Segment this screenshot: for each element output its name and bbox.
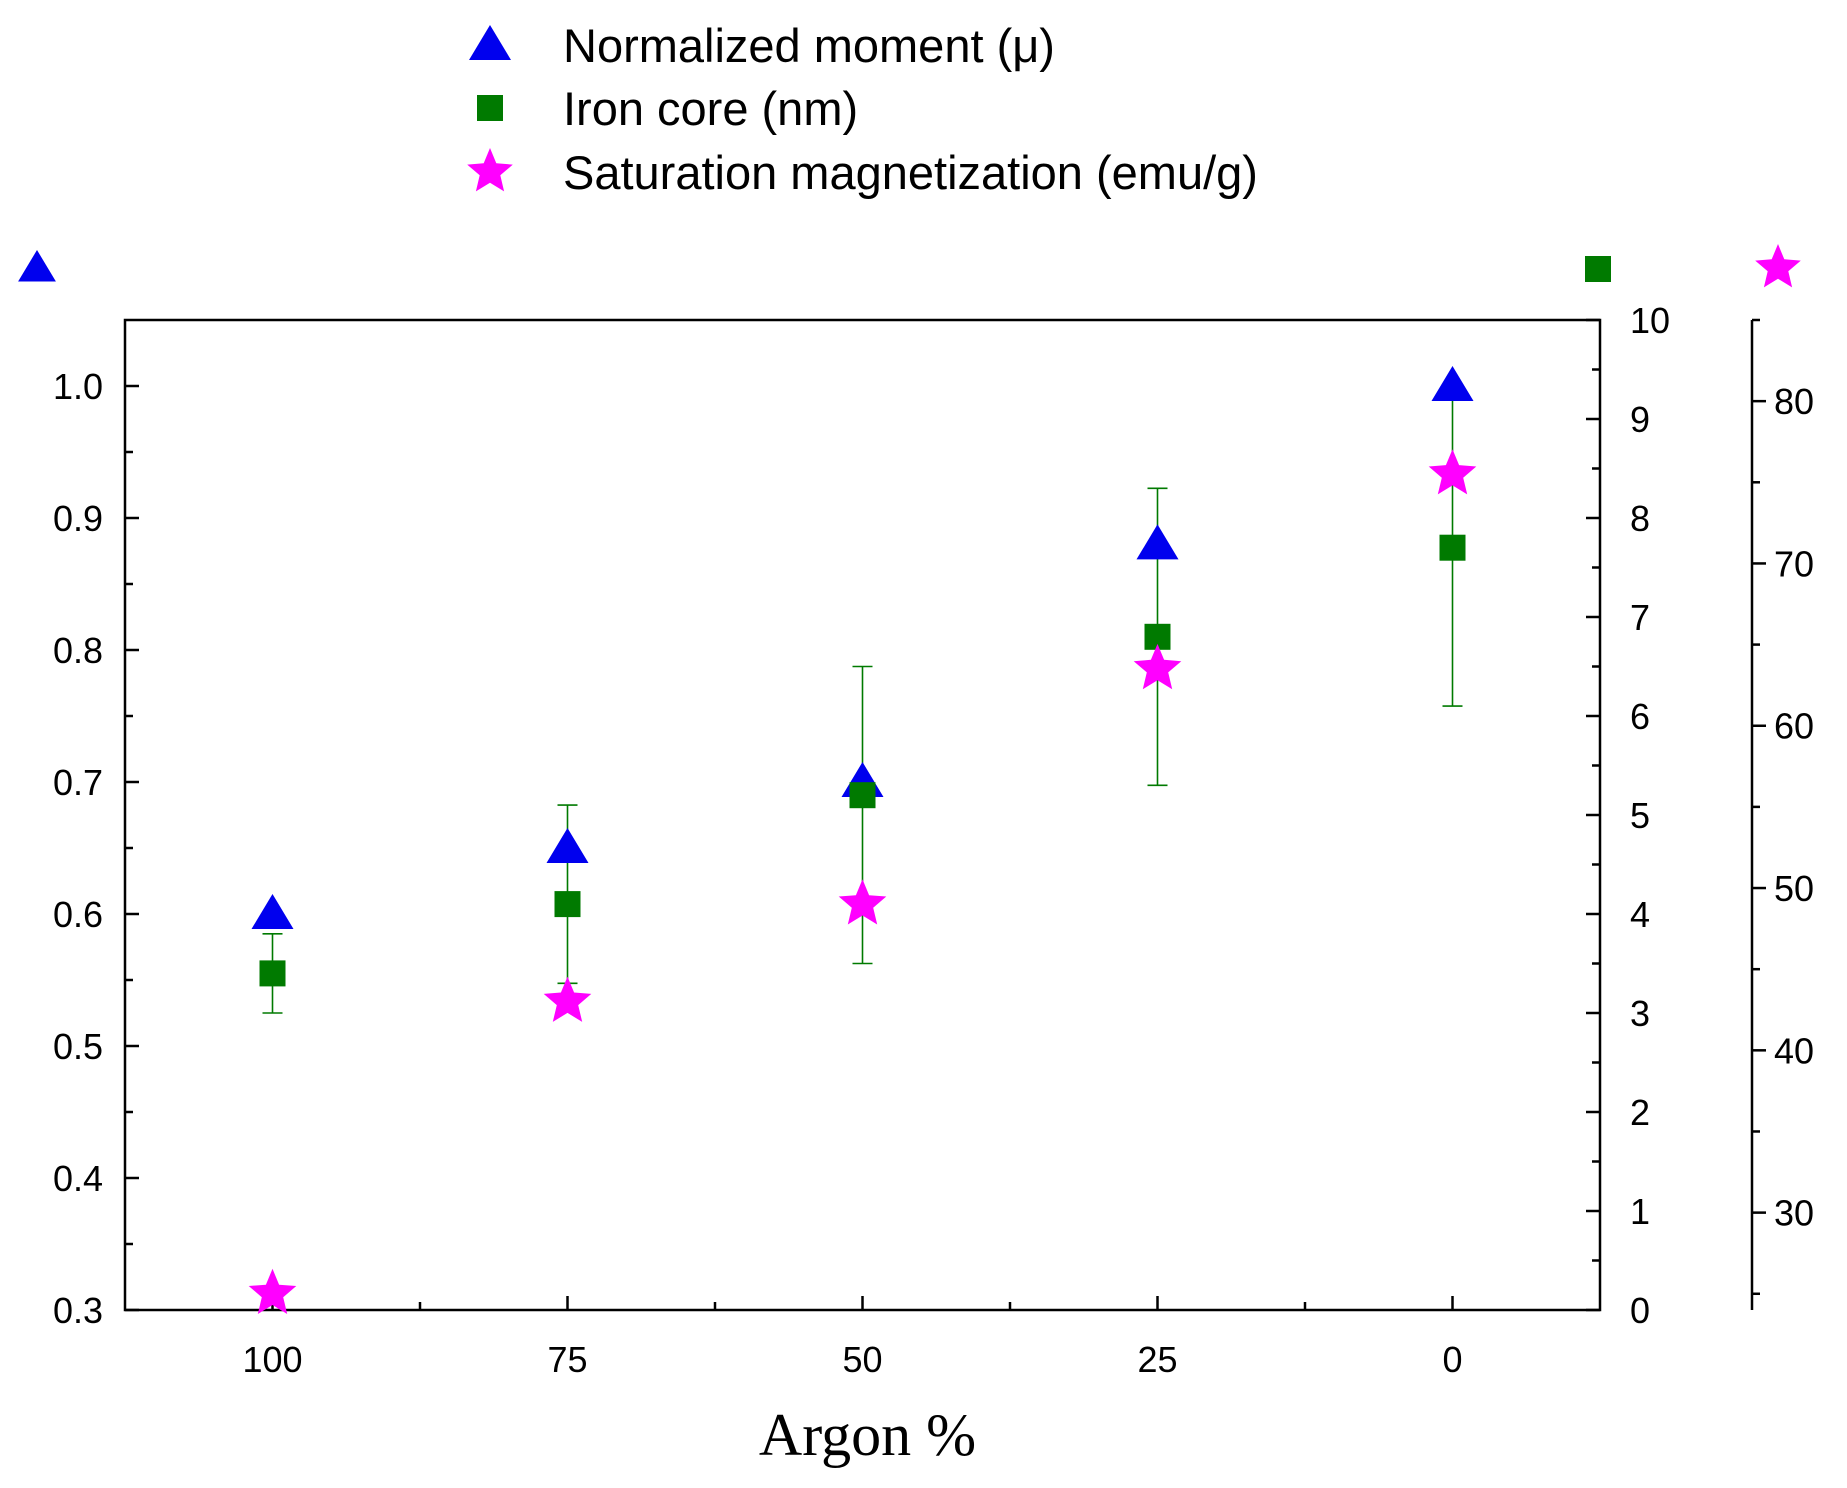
star-legend-icon [467, 148, 513, 192]
saturation-magnetization-point [1428, 449, 1477, 495]
saturation-magnetization-point [543, 976, 592, 1022]
saturation-magnetization-point [838, 879, 887, 925]
right-y-tick-label: 4 [1630, 894, 1650, 935]
left-y-tick-label: 0.6 [53, 894, 103, 935]
saturation-magnetization-point [1133, 643, 1182, 690]
x-tick-label: 25 [1137, 1339, 1177, 1380]
far-right-axis-indicator-icon [1755, 244, 1801, 288]
normalized-moment-point [1431, 366, 1474, 401]
right-y-tick-label: 7 [1630, 597, 1650, 638]
left-y-tick-label: 1.0 [53, 366, 103, 407]
right-y-tick-label: 8 [1630, 498, 1650, 539]
left-y-tick-label: 0.5 [53, 1026, 103, 1067]
normalized-moment-point [1136, 524, 1179, 560]
far-right-y-tick-label: 80 [1774, 381, 1814, 422]
left-y-tick-label: 0.8 [53, 630, 103, 671]
right-axis-indicator-icon [1585, 256, 1611, 282]
right-y-tick-label: 3 [1630, 993, 1650, 1034]
legend-label: Iron core (nm) [563, 82, 858, 135]
x-tick-label: 0 [1442, 1339, 1462, 1380]
far-right-y-tick-label: 40 [1774, 1030, 1814, 1071]
normalized-moment-point [546, 828, 589, 863]
left-axis-indicator-icon [18, 250, 56, 282]
right-y-tick-label: 6 [1630, 696, 1650, 737]
far-right-y-tick-label: 60 [1774, 706, 1814, 747]
iron-core-point [849, 782, 876, 809]
left-y-tick-label: 0.4 [53, 1158, 103, 1199]
x-tick-label: 75 [547, 1339, 587, 1380]
left-y-tick-label: 0.9 [53, 498, 103, 539]
iron-core-point [1439, 534, 1466, 561]
left-y-tick-label: 0.7 [53, 762, 103, 803]
x-tick-label: 100 [242, 1339, 302, 1380]
far-right-y-tick-label: 30 [1774, 1193, 1814, 1234]
right-y-tick-label: 5 [1630, 795, 1650, 836]
saturation-magnetization-point [248, 1268, 297, 1314]
left-y-tick-label: 0.3 [53, 1290, 103, 1331]
right-y-tick-label: 9 [1630, 399, 1650, 440]
right-y-tick-label: 1 [1630, 1191, 1650, 1232]
right-y-tick-label: 10 [1630, 300, 1670, 341]
triangle-legend-icon [469, 25, 511, 60]
right-y-tick-label: 0 [1630, 1290, 1650, 1331]
square-legend-icon [477, 95, 503, 121]
legend-label: Normalized moment (μ) [563, 19, 1055, 72]
x-tick-label: 50 [842, 1339, 882, 1380]
normalized-moment-point [251, 894, 294, 929]
legend-label: Saturation magnetization (emu/g) [563, 146, 1258, 199]
far-right-y-tick-label: 50 [1774, 868, 1814, 909]
far-right-y-tick-label: 70 [1774, 543, 1814, 584]
x-axis-label: Argon % [759, 1402, 976, 1468]
right-y-tick-label: 2 [1630, 1092, 1650, 1133]
iron-core-point [554, 891, 581, 918]
iron-core-point [259, 960, 286, 987]
